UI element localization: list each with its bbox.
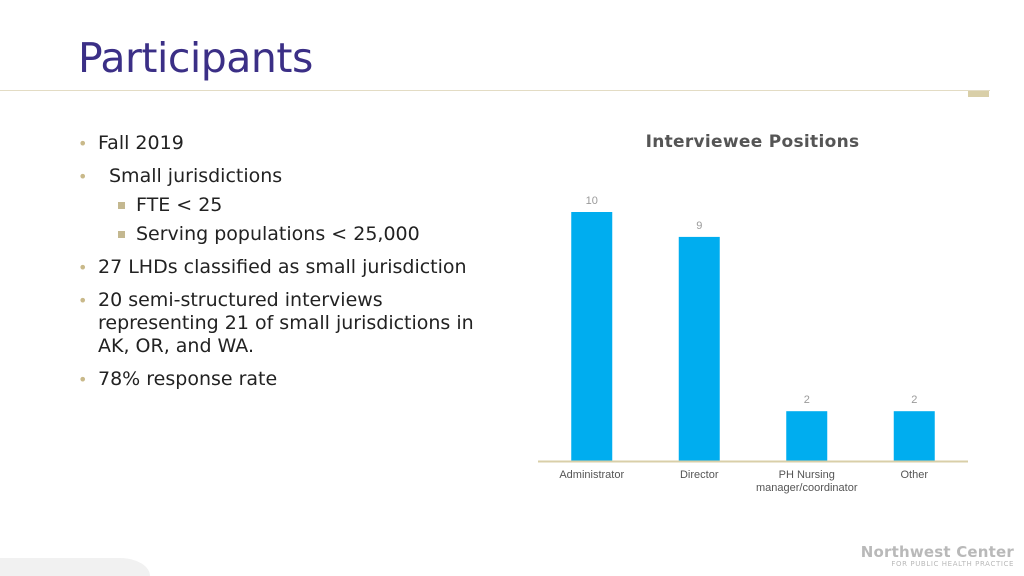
bullet-item: • 78% response rate (78, 368, 498, 391)
square-bullet-icon (118, 231, 125, 238)
bullet-item: • Fall 2019 (78, 132, 498, 155)
org-logo: Northwest Center FOR PUBLIC HEALTH PRACT… (861, 543, 1014, 568)
bullet-dot-icon: • (78, 291, 88, 310)
bullet-item: • Small jurisdictions FTE < 25 Serving p… (78, 165, 498, 246)
category-label: Administrator (559, 469, 624, 481)
bullet-item: • 20 semi-structured interviews represen… (78, 289, 498, 358)
sub-bullet-item: Serving populations < 25,000 (78, 223, 498, 246)
sub-bullet-text: FTE < 25 (136, 194, 223, 216)
square-bullet-icon (118, 202, 125, 209)
category-label: PH Nursing (779, 469, 835, 481)
bullet-text: Fall 2019 (98, 132, 184, 154)
corner-decoration (0, 558, 150, 576)
bullet-text: Small jurisdictions (109, 165, 283, 187)
bullet-item: • 27 LHDs classified as small jurisdicti… (78, 256, 498, 279)
bullet-dot-icon: • (78, 258, 88, 277)
page-title: Participants (78, 34, 313, 82)
category-label: manager/coordinator (756, 482, 858, 494)
data-label: 10 (586, 195, 598, 207)
data-label: 2 (911, 394, 917, 406)
bullet-text: 27 LHDs classified as small jurisdiction (98, 256, 467, 278)
bar (571, 212, 613, 461)
bullet-dot-icon: • (78, 167, 88, 186)
sub-bullet-text: Serving populations < 25,000 (136, 223, 420, 245)
divider-accent (968, 91, 989, 97)
category-label: Director (680, 469, 719, 481)
data-label: 9 (696, 220, 702, 232)
bullet-dot-icon: • (78, 134, 88, 153)
bullet-list: • Fall 2019 • Small jurisdictions FTE < … (78, 132, 498, 401)
sub-bullet-item: FTE < 25 (78, 194, 498, 217)
bar (786, 411, 828, 461)
category-label: Other (900, 469, 928, 481)
title-divider (0, 90, 990, 91)
bar (678, 236, 720, 461)
bullet-text: 20 semi-structured interviews representi… (98, 289, 474, 357)
logo-tagline: FOR PUBLIC HEALTH PRACTICE (891, 560, 1014, 568)
bullet-text: 78% response rate (98, 368, 278, 390)
bar (893, 411, 935, 461)
chart-title: Interviewee Positions (645, 132, 860, 152)
bullet-dot-icon: • (78, 370, 88, 389)
logo-name: Northwest Center (860, 543, 1014, 561)
data-label: 2 (804, 394, 810, 406)
